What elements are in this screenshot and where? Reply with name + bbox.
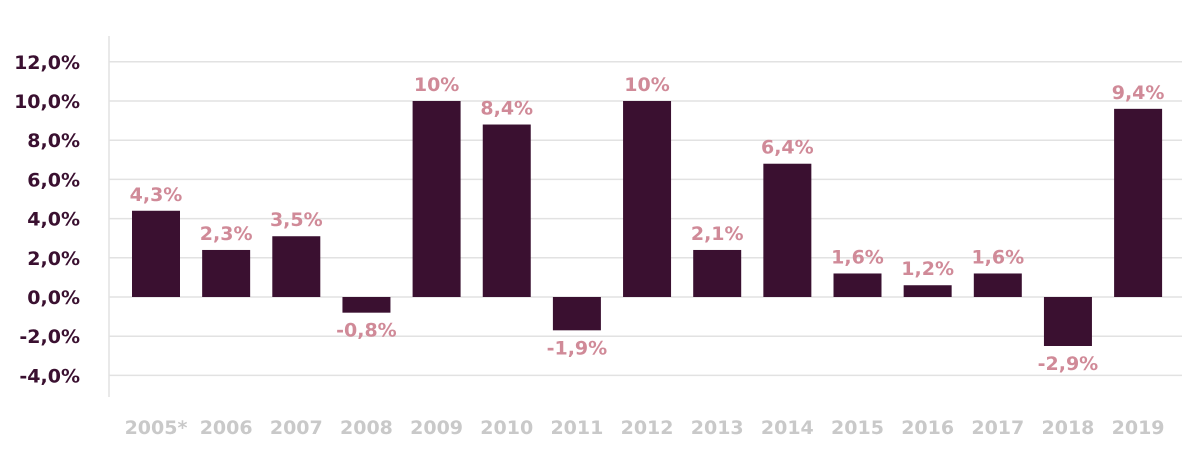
x-tick-label: 2019 [1112,417,1165,439]
bar [132,210,180,297]
y-tick-label: 2,0% [27,248,80,270]
bar [272,236,321,297]
data-label: -0,8% [336,320,397,342]
x-tick-label: 2006 [200,417,253,439]
bar [1043,297,1092,346]
bar [482,124,531,298]
data-label: 2,3% [200,223,253,245]
y-tick-label: -4,0% [19,365,80,387]
data-label: -1,9% [547,337,608,359]
x-tick-label: 2011 [550,417,603,439]
y-tick-label: 0,0% [27,287,80,309]
data-label: 6,4% [761,137,814,159]
bar [342,297,391,313]
y-tick-label: 10,0% [14,91,80,113]
y-tick-label: 4,0% [27,209,80,231]
data-label: 1,2% [901,258,954,280]
data-label: 9,4% [1112,82,1165,104]
data-label: 4,3% [130,184,183,206]
y-tick-label: -2,0% [19,326,80,348]
x-tick-label: 2010 [480,417,533,439]
x-tick-label: 2007 [270,417,323,439]
x-tick-label: 2017 [971,417,1024,439]
bar [1114,108,1163,297]
y-tick-label: 6,0% [27,169,80,191]
x-tick-label: 2014 [761,417,814,439]
bar [202,249,251,297]
data-labels: 4,3% 2,3% 3,5% -0,8% 10% 8,4% -1,9% 10% 2,1% 6,4%… [130,74,1165,375]
bar [552,297,601,331]
bar [833,273,882,297]
x-tick-label: 2016 [901,417,954,439]
bar [412,101,461,297]
y-tick-label: 8,0% [27,130,80,152]
bar [973,273,1022,297]
y-tick-label: 12,0% [14,52,80,74]
data-label: 1,6% [971,246,1024,268]
x-tick-label: 2008 [340,417,393,439]
x-tick-label: 2009 [410,417,463,439]
x-tick-label: 2005* [125,417,188,439]
data-label: 1,6% [831,246,884,268]
x-tick-label: 2018 [1042,417,1095,439]
data-label: 10% [624,74,669,96]
data-label: 3,5% [270,209,323,231]
x-axis-tick-labels: 2005* 2006 2007 2008 2009 2010 2011 2012 2013 201… [125,417,1165,439]
data-label: 8,4% [480,98,533,120]
bar [623,101,672,297]
bar [763,163,812,297]
data-label: -2,9% [1038,353,1099,375]
bars [132,101,1163,346]
x-tick-label: 2012 [621,417,674,439]
y-axis-tick-labels: 12,0% 10,0% 8,0% 6,0% 4,0% 2,0% 0,0% -2,0% -4,0% [14,52,80,388]
x-tick-label: 2015 [831,417,884,439]
bar [903,285,952,297]
x-tick-label: 2013 [691,417,744,439]
data-label: 2,1% [691,223,744,245]
data-label: 10% [414,74,459,96]
bar [693,249,742,297]
